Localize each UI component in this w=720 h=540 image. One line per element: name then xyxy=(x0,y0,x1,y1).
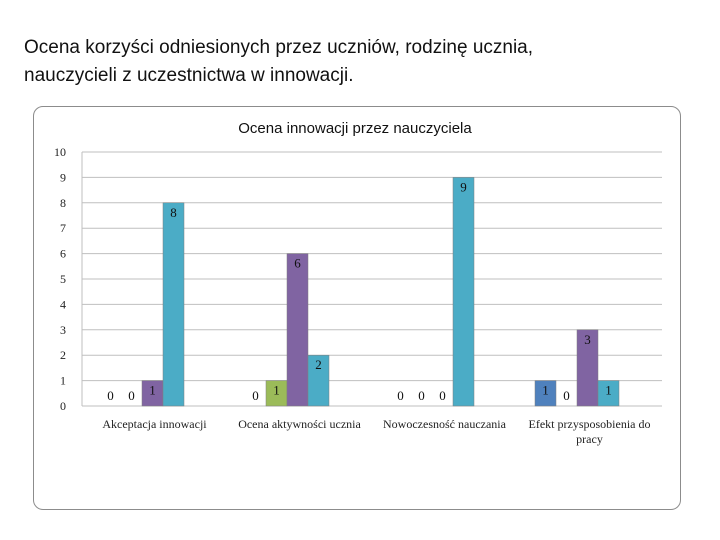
y-axis-ticks: 0 1 2 3 4 5 6 7 8 9 10 xyxy=(54,145,66,413)
x-category-label: Akceptacja innowacji xyxy=(102,417,207,431)
data-label: 0 xyxy=(107,388,114,403)
data-label: 0 xyxy=(418,388,425,403)
bar xyxy=(597,380,620,407)
y-tick-label: 5 xyxy=(60,272,66,286)
bar xyxy=(162,202,185,407)
data-label: 8 xyxy=(170,205,177,220)
data-label: 0 xyxy=(252,388,259,403)
x-axis-categories: Akceptacja innowacji Ocena aktywności ucz… xyxy=(102,417,650,446)
data-label: 1 xyxy=(273,383,280,398)
data-label: 0 xyxy=(563,388,570,403)
data-label: 0 xyxy=(439,388,446,403)
slide-title-line-2: nauczycieli z uczestnictwa w innowacji. xyxy=(24,65,354,86)
y-tick-label: 3 xyxy=(60,323,66,337)
y-tick-label: 6 xyxy=(60,247,66,261)
y-tick-label: 9 xyxy=(60,170,66,184)
bars xyxy=(141,177,620,407)
y-tick-label: 0 xyxy=(60,399,66,413)
y-tick-label: 2 xyxy=(60,348,66,362)
data-label: 2 xyxy=(315,357,322,372)
x-category-label: Nowoczesność nauczania xyxy=(383,417,507,431)
x-category-label: Efekt przysposobienia do xyxy=(529,417,651,431)
data-label: 0 xyxy=(128,388,135,403)
data-label: 0 xyxy=(397,388,404,403)
y-tick-label: 7 xyxy=(60,221,66,235)
bar xyxy=(576,329,599,407)
data-label: 1 xyxy=(149,383,156,398)
slide-title: Ocena korzyści odniesionych przez ucznió… xyxy=(24,34,704,90)
data-label: 1 xyxy=(542,383,549,398)
x-category-label: Ocena aktywności ucznia xyxy=(238,417,361,431)
slide-title-line-1: Ocena korzyści odniesionych przez ucznió… xyxy=(24,37,534,58)
bar xyxy=(452,177,475,407)
bar xyxy=(286,253,309,407)
data-label: 1 xyxy=(605,383,612,398)
data-label: 9 xyxy=(460,179,467,194)
x-category-label: pracy xyxy=(576,432,603,446)
bar xyxy=(307,354,330,407)
chart-frame xyxy=(33,106,681,510)
bar xyxy=(534,380,557,407)
data-label: 3 xyxy=(584,332,591,347)
y-tick-label: 10 xyxy=(54,145,66,159)
data-label: 6 xyxy=(294,256,301,271)
y-tick-label: 1 xyxy=(60,374,66,388)
y-tick-label: 4 xyxy=(60,297,66,311)
y-tick-label: 8 xyxy=(60,196,66,210)
chart-title: Ocena innowacji przez nauczyciela xyxy=(238,120,472,137)
